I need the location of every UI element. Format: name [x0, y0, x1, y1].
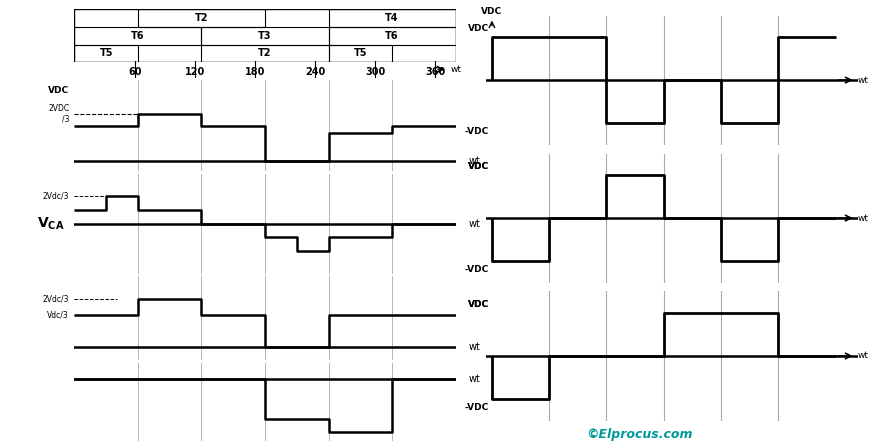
- Bar: [328, 44, 392, 62]
- Text: wt: wt: [469, 343, 481, 352]
- Text: 2Vdc/3: 2Vdc/3: [43, 192, 69, 201]
- Bar: [201, 44, 328, 62]
- Text: 300: 300: [365, 67, 385, 77]
- Text: 2VDC
/3: 2VDC /3: [48, 104, 69, 123]
- Text: T5: T5: [100, 49, 113, 58]
- Text: T6: T6: [385, 31, 399, 40]
- Bar: [201, 27, 328, 44]
- Bar: [138, 9, 265, 27]
- Text: VDC: VDC: [48, 86, 69, 95]
- Bar: [328, 9, 456, 27]
- Text: VDC: VDC: [468, 24, 489, 33]
- Text: T2: T2: [194, 13, 208, 23]
- Text: 240: 240: [305, 67, 325, 77]
- Text: ©Elprocus.com: ©Elprocus.com: [586, 428, 693, 441]
- Text: T3: T3: [258, 31, 272, 40]
- Text: -VDC: -VDC: [465, 127, 489, 136]
- Text: wt: wt: [858, 214, 868, 222]
- Text: wt: wt: [858, 76, 868, 85]
- Bar: [328, 27, 456, 44]
- Text: -VDC: -VDC: [465, 265, 489, 274]
- Text: wt: wt: [450, 65, 462, 74]
- Text: 180: 180: [244, 67, 265, 77]
- Text: -VDC: -VDC: [465, 403, 489, 412]
- Text: Vdc/3: Vdc/3: [47, 311, 69, 320]
- Text: T6: T6: [131, 31, 145, 40]
- Text: $\mathbf{V_{CA}}$: $\mathbf{V_{CA}}$: [38, 215, 65, 232]
- Text: T4: T4: [385, 13, 399, 23]
- Text: T5: T5: [354, 49, 367, 58]
- Bar: [74, 44, 138, 62]
- Text: wt: wt: [469, 156, 481, 166]
- Text: wt: wt: [469, 374, 481, 384]
- Bar: [74, 27, 201, 44]
- Text: 120: 120: [185, 67, 205, 77]
- Text: VDC: VDC: [468, 300, 489, 309]
- Text: wt: wt: [858, 352, 868, 360]
- Text: 360: 360: [426, 67, 446, 77]
- Text: VDC: VDC: [481, 7, 503, 16]
- Text: VDC: VDC: [468, 162, 489, 171]
- Text: VDC: VDC: [468, 162, 489, 171]
- Text: T2: T2: [258, 49, 272, 58]
- Text: 60: 60: [128, 67, 141, 77]
- Text: VDC: VDC: [468, 300, 489, 309]
- Text: wt: wt: [469, 218, 481, 229]
- Text: 2Vdc/3: 2Vdc/3: [43, 294, 69, 303]
